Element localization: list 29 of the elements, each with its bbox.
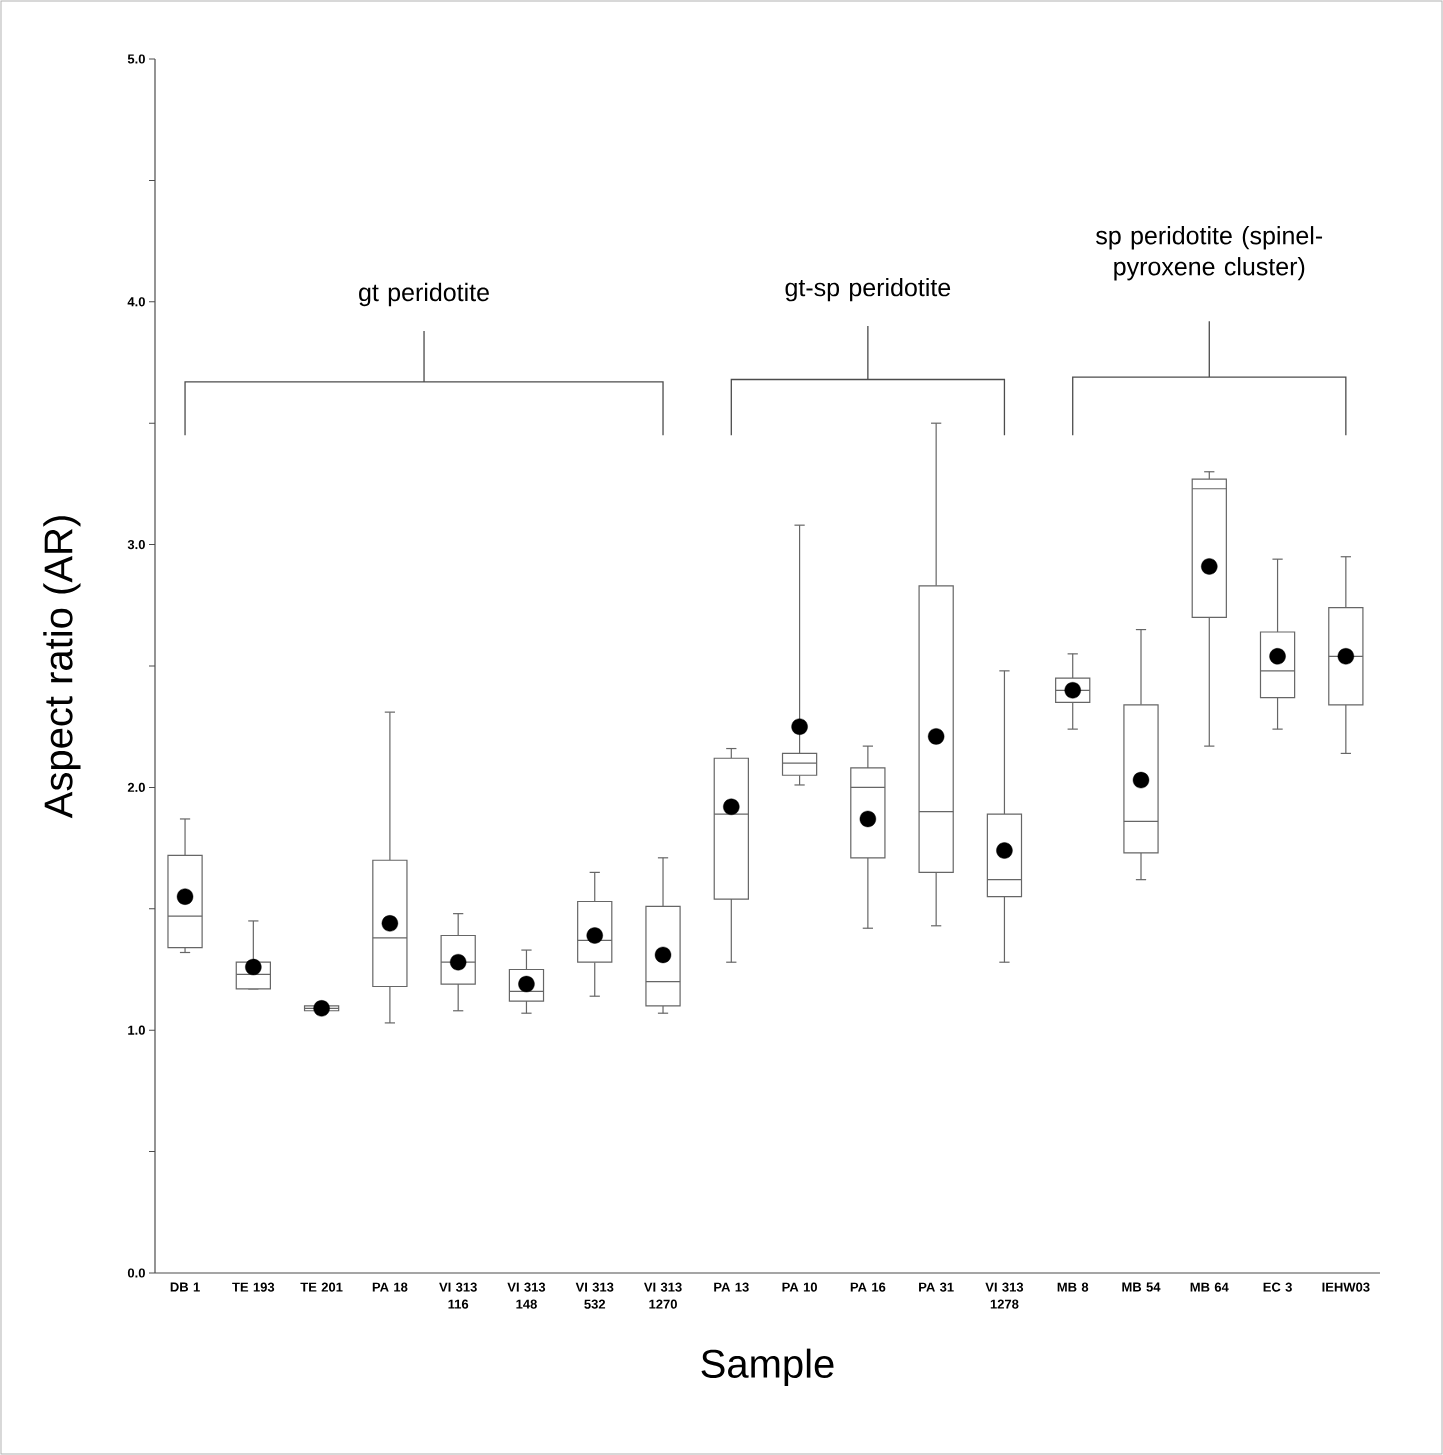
y-tick-label: 5.0	[127, 54, 145, 64]
y-tick-label: 3.0	[127, 539, 145, 550]
x-tick-label: MB 8	[1057, 1282, 1089, 1292]
y-tick-label: 2.0	[127, 782, 145, 792]
x-tick-label: PA 31	[919, 1282, 954, 1292]
x-tick-label: PA 13	[714, 1282, 749, 1292]
x-tick-label: PA 10	[782, 1282, 817, 1292]
x-tick-label: MB 54	[1122, 1282, 1161, 1292]
x-tick-label: VI 313 1278	[985, 1282, 1024, 1309]
annotation: sp peridotite (spinel-pyroxene cluster)	[1096, 226, 1323, 281]
annotation: gt peridotite	[359, 282, 489, 307]
x-tick-label: VI 313 532	[575, 1282, 614, 1309]
x-tick-label: MB 64	[1190, 1282, 1229, 1292]
x-tick-label: PA 18	[372, 1282, 408, 1292]
x-tick-label: VI 313 1270	[643, 1282, 682, 1309]
y-tick-label: 4.0	[127, 297, 145, 307]
x-tick-label: TE 201	[300, 1282, 343, 1292]
x-tick-label: TE 193	[232, 1282, 275, 1292]
x-tick-label: EC 3	[1263, 1282, 1292, 1292]
x-axis-title: Sample	[701, 1348, 834, 1386]
x-tick-label: IEHW03	[1322, 1282, 1370, 1292]
x-tick-label: VI 313 116	[439, 1282, 477, 1309]
x-tick-label: DB 1	[170, 1282, 200, 1292]
y-tick-label: 0.0	[127, 1268, 145, 1278]
y-axis-title: Aspect ratio (AR)	[43, 516, 81, 819]
y-tick-label: 1.0	[128, 1025, 145, 1035]
annotation: gt-sp peridotite	[785, 278, 951, 302]
x-tick-label: VI 313 148	[507, 1282, 546, 1309]
x-tick-label: PA 16	[850, 1282, 886, 1292]
